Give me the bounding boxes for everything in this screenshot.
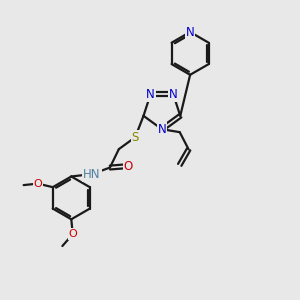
Text: S: S [131,131,139,144]
Text: N: N [158,123,166,136]
Text: O: O [124,160,133,172]
Text: N: N [146,88,155,101]
Text: O: O [68,229,77,239]
Text: O: O [34,178,42,189]
Text: N: N [186,26,194,38]
Text: HN: HN [83,168,101,181]
Text: N: N [169,88,178,101]
